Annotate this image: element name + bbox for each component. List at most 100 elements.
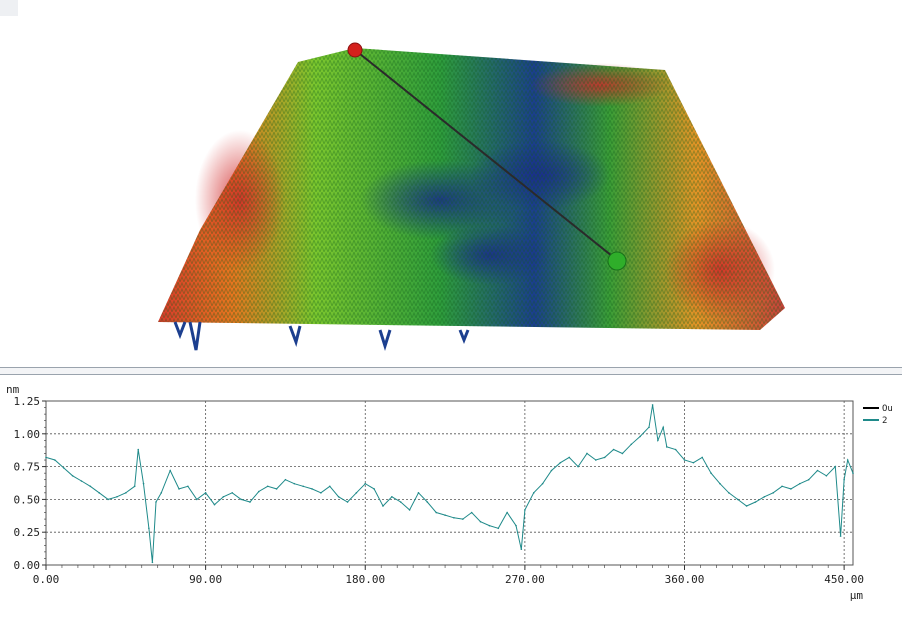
series-point	[736, 498, 739, 501]
series-point	[337, 495, 340, 498]
y-tick-label: 0.25	[14, 526, 41, 539]
series-point	[470, 511, 473, 514]
series-point	[293, 482, 296, 485]
series-point	[532, 492, 535, 494]
3d-surface-render	[158, 42, 785, 352]
series-point	[790, 488, 792, 490]
series-point	[187, 485, 189, 488]
series-point	[586, 452, 588, 455]
series-point	[843, 478, 845, 481]
series-point	[142, 482, 145, 485]
series-point	[515, 524, 517, 527]
y-tick-label: 0.00	[14, 559, 41, 572]
y-tick-label: 0.50	[14, 493, 41, 506]
series-point	[107, 498, 109, 501]
series-point	[745, 505, 748, 507]
plot-area	[45, 400, 854, 566]
series-point	[662, 426, 665, 429]
series-point	[683, 459, 686, 461]
series-line	[45, 404, 854, 563]
series-point	[630, 443, 633, 446]
series-point	[462, 518, 464, 520]
y-tick-label: 0.75	[14, 461, 41, 474]
series-point	[45, 456, 47, 459]
profile-start-marker	[347, 42, 363, 58]
series-point	[520, 548, 523, 551]
legend-label: Ou	[882, 404, 893, 414]
surface-spikes	[173, 321, 470, 352]
series-point	[754, 501, 757, 503]
series-point	[834, 465, 837, 468]
series-point	[665, 446, 668, 448]
series-point	[651, 404, 654, 406]
series-point	[524, 509, 526, 511]
series-point	[320, 492, 322, 494]
series-point	[497, 527, 500, 530]
series-point	[639, 435, 641, 438]
series-point	[568, 456, 571, 459]
x-tick-label: 90.00	[189, 573, 222, 586]
series-point	[160, 492, 163, 494]
y-tick-label: 1.25	[14, 395, 41, 408]
x-axis-label: µm	[850, 589, 864, 602]
x-tick-label: 360.00	[665, 573, 705, 586]
series-point	[763, 495, 766, 498]
series-point	[364, 482, 367, 485]
series-point	[302, 485, 304, 488]
view-corner-tab	[0, 0, 18, 16]
series-point	[559, 461, 562, 464]
series-point	[719, 482, 721, 485]
x-tick-label: 270.00	[505, 573, 545, 586]
series-point	[355, 492, 358, 494]
series-point	[621, 452, 624, 455]
series-point	[346, 501, 349, 503]
profile-chart: 1.25 1.00 0.75 0.50 0.25 0.000.00 90.00 180.00 2…	[6, 383, 893, 602]
profile-end-marker	[607, 251, 627, 271]
x-tick-label: 0.00	[33, 573, 60, 586]
profile-line	[354, 49, 618, 261]
series-point	[89, 485, 92, 488]
pane-splitter[interactable]	[0, 367, 902, 375]
legend-label: 2	[882, 416, 887, 426]
series-point	[488, 524, 491, 527]
series-point	[80, 480, 83, 482]
series-point	[258, 490, 260, 493]
series-point	[798, 482, 801, 485]
series-point	[506, 511, 508, 514]
series-point	[852, 472, 854, 474]
3d-surface-view[interactable]	[0, 0, 902, 365]
series-point	[222, 495, 225, 498]
series-point	[657, 439, 659, 442]
series-point	[148, 527, 150, 530]
series-point	[453, 516, 455, 519]
series-point	[231, 492, 234, 494]
series-point	[846, 459, 849, 461]
series-point	[444, 514, 446, 516]
series-point	[195, 498, 198, 501]
series-point	[249, 501, 251, 503]
series-point	[426, 501, 429, 503]
series-point	[674, 448, 677, 451]
series-point	[213, 503, 216, 506]
series-point	[155, 501, 157, 503]
series-point	[178, 488, 180, 490]
series-point	[266, 485, 269, 488]
series-point	[550, 469, 553, 472]
series-point	[284, 478, 287, 481]
series-point	[577, 465, 579, 468]
series-point	[479, 520, 482, 523]
series-point	[648, 426, 650, 429]
series-point	[133, 485, 136, 488]
series-point	[839, 535, 842, 537]
series-point	[701, 456, 704, 459]
series-point	[825, 474, 828, 477]
series-point	[417, 492, 420, 494]
series-point	[328, 485, 331, 488]
series-point	[710, 472, 712, 474]
series-point	[816, 469, 819, 472]
series-point	[98, 492, 101, 494]
series-point	[169, 469, 171, 472]
series-point	[408, 509, 411, 511]
profile-chart-panel: 1.25 1.00 0.75 0.50 0.25 0.00 0.00 90.00 180.00 2…	[0, 376, 902, 627]
series-point	[373, 488, 375, 490]
